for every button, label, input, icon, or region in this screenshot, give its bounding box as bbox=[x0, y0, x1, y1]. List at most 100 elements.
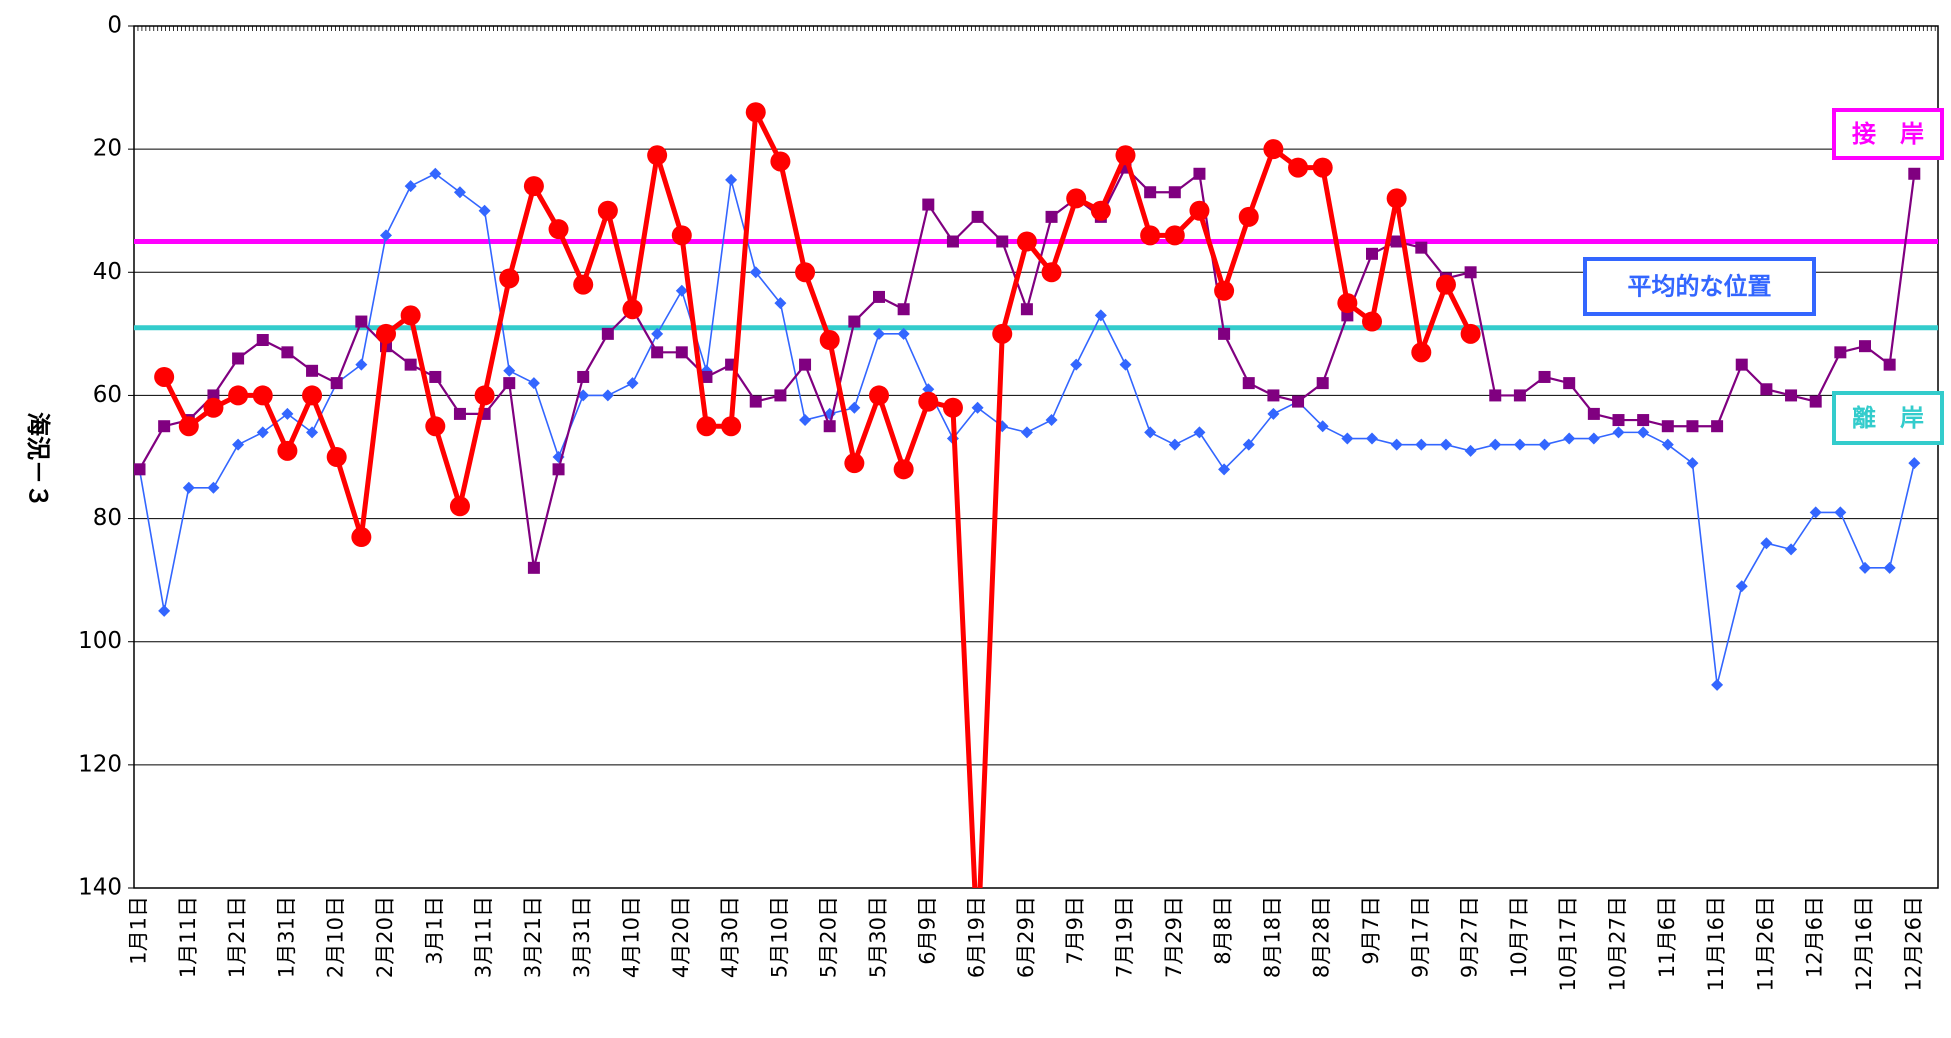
annotation-box bbox=[1583, 257, 1816, 316]
x-tick-label: 6月29日 bbox=[1014, 896, 1038, 978]
point bbox=[256, 334, 269, 347]
point bbox=[1464, 444, 1477, 457]
point bbox=[182, 481, 195, 494]
point bbox=[1288, 157, 1309, 178]
point bbox=[228, 385, 249, 406]
point bbox=[527, 377, 540, 390]
point bbox=[1214, 280, 1235, 301]
point bbox=[942, 397, 963, 418]
point bbox=[302, 385, 323, 406]
point bbox=[1066, 188, 1087, 209]
point bbox=[1415, 241, 1428, 254]
point bbox=[380, 229, 392, 242]
point bbox=[996, 235, 1009, 248]
point bbox=[873, 290, 885, 303]
x-tick-label: 11月16日 bbox=[1704, 896, 1728, 991]
point bbox=[700, 370, 713, 383]
point bbox=[1337, 293, 1358, 314]
x-tick-label: 5月30日 bbox=[866, 896, 890, 978]
point bbox=[429, 370, 442, 383]
point bbox=[1415, 438, 1428, 451]
point bbox=[1020, 303, 1033, 316]
point bbox=[1908, 167, 1921, 180]
point bbox=[355, 315, 368, 328]
point bbox=[651, 346, 664, 359]
point bbox=[1362, 311, 1382, 332]
point bbox=[330, 377, 343, 390]
point bbox=[351, 527, 372, 548]
point bbox=[1041, 262, 1062, 283]
point bbox=[1366, 432, 1378, 445]
point bbox=[499, 268, 520, 289]
point bbox=[601, 327, 614, 340]
point bbox=[1809, 506, 1822, 519]
point bbox=[1168, 186, 1181, 199]
point bbox=[256, 426, 269, 439]
x-tick-label: 10月17日 bbox=[1556, 896, 1580, 991]
point bbox=[154, 366, 175, 387]
point bbox=[1390, 235, 1403, 248]
point bbox=[725, 173, 738, 186]
point bbox=[1489, 389, 1502, 402]
point bbox=[1242, 438, 1255, 451]
x-tick-label: 1月31日 bbox=[274, 896, 298, 978]
point bbox=[1193, 167, 1206, 180]
x-tick-label: 9月17日 bbox=[1408, 896, 1432, 978]
point bbox=[1760, 537, 1773, 550]
point bbox=[478, 204, 491, 217]
point bbox=[795, 262, 816, 283]
x-tick-label: 9月27日 bbox=[1458, 896, 1482, 978]
y-tick-label: 0 bbox=[107, 13, 122, 39]
point bbox=[376, 323, 396, 344]
point bbox=[597, 200, 618, 221]
point bbox=[577, 370, 590, 383]
point bbox=[1809, 395, 1822, 408]
point bbox=[1316, 420, 1329, 433]
point bbox=[1612, 426, 1625, 439]
point bbox=[404, 358, 417, 371]
plot-area bbox=[133, 25, 1939, 889]
x-tick-label: 8月18日 bbox=[1260, 896, 1284, 978]
point bbox=[449, 496, 470, 517]
point bbox=[355, 358, 368, 371]
point bbox=[400, 305, 421, 326]
point bbox=[573, 274, 594, 295]
point bbox=[1760, 383, 1773, 396]
point bbox=[306, 364, 319, 377]
point bbox=[178, 416, 199, 437]
x-tick-label: 4月20日 bbox=[669, 896, 693, 978]
point bbox=[1883, 358, 1896, 371]
point bbox=[158, 420, 171, 433]
point bbox=[1140, 225, 1161, 246]
point bbox=[651, 327, 664, 340]
x-tick-label: 12月6日 bbox=[1803, 896, 1827, 978]
point bbox=[1164, 225, 1185, 246]
point bbox=[1020, 426, 1033, 439]
point bbox=[1218, 463, 1231, 476]
point bbox=[207, 481, 220, 494]
point bbox=[749, 395, 762, 408]
y-tick-label: 140 bbox=[78, 875, 122, 901]
point bbox=[873, 327, 885, 340]
y-tick-label: 100 bbox=[78, 628, 122, 654]
point bbox=[869, 385, 889, 406]
point bbox=[1686, 457, 1699, 470]
annotation: 接 岸 bbox=[1852, 120, 1924, 148]
point bbox=[848, 401, 861, 414]
point bbox=[1735, 580, 1748, 593]
point bbox=[1168, 438, 1181, 451]
x-tick-label: 7月9日 bbox=[1063, 896, 1087, 965]
y-tick-label: 20 bbox=[93, 136, 122, 162]
point bbox=[158, 604, 171, 617]
annotation: 平均的な位置 bbox=[1628, 273, 1772, 301]
x-tick-label: 12月26日 bbox=[1901, 896, 1925, 991]
point bbox=[626, 377, 639, 390]
point bbox=[1661, 438, 1674, 451]
point bbox=[601, 389, 614, 402]
point bbox=[1563, 377, 1576, 390]
point bbox=[429, 167, 442, 180]
point bbox=[1366, 247, 1378, 260]
point bbox=[1090, 200, 1111, 221]
point bbox=[799, 414, 812, 427]
